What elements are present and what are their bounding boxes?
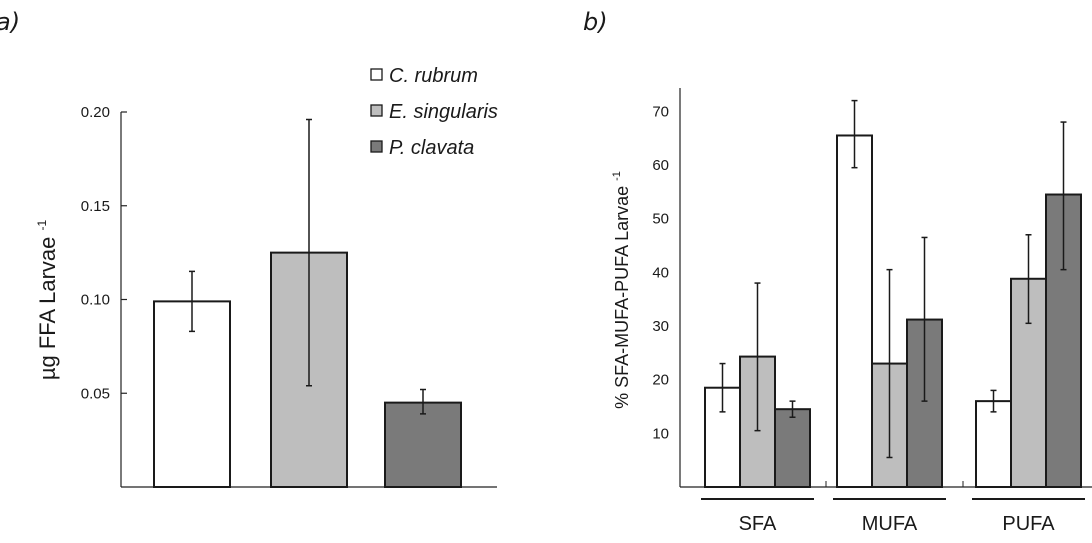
panel-a-bar <box>153 300 231 488</box>
panel-b-y-tick-label: 30 <box>652 318 669 335</box>
legend-swatch <box>370 140 383 153</box>
panel-b-y-tick-label: 70 <box>652 103 669 120</box>
panel-b-bar <box>906 318 943 488</box>
legend-swatch <box>370 68 383 81</box>
panel-b-y-tick-label: 40 <box>652 264 669 281</box>
panel-a-y-axis-title: µg FFA Larvae -1 <box>35 220 60 381</box>
panel-b-category-label: SFA <box>739 513 777 535</box>
legend-swatch <box>370 104 383 117</box>
panel-b-bar <box>975 400 1012 488</box>
panel-b-letter: b) <box>583 8 608 36</box>
panel-b-y-axis-title: % SFA-MUFA-PUFA Larvae -1 <box>611 171 632 409</box>
panel-a-y-axis-title-text: µg FFA Larvae <box>35 231 60 381</box>
panel-a-y-tick-label: 0.15 <box>81 198 110 215</box>
panel-b-category-label: PUFA <box>1002 513 1055 535</box>
panel-a-y-tick-label: 0.10 <box>81 292 110 309</box>
panel-a-y-tick-label: 0.20 <box>81 104 110 121</box>
panel-b-y-tick-label: 60 <box>652 157 669 174</box>
panel-b-y-axis-title-text: % SFA-MUFA-PUFA Larvae <box>612 181 632 409</box>
panel-a-y-tick-label: 0.05 <box>81 385 110 402</box>
panel-a-bar <box>384 401 462 488</box>
legend-label: C. rubrum <box>389 65 478 87</box>
panel-a-y-axis-title-superscript: -1 <box>35 220 49 231</box>
legend-label: P. clavata <box>389 137 474 159</box>
panel-b-y-tick-label: 50 <box>652 211 669 228</box>
panel-b-y-axis-title-superscript: -1 <box>611 171 623 181</box>
panel-b-bar <box>774 408 811 488</box>
panel-b-y-tick-label: 20 <box>652 372 669 389</box>
panel-b-bar <box>836 134 873 488</box>
panel-a-letter: a) <box>0 8 20 36</box>
panel-b-category-label: MUFA <box>862 513 918 535</box>
legend-label: E. singularis <box>389 101 498 123</box>
panel-b-y-tick-label: 10 <box>652 425 669 442</box>
